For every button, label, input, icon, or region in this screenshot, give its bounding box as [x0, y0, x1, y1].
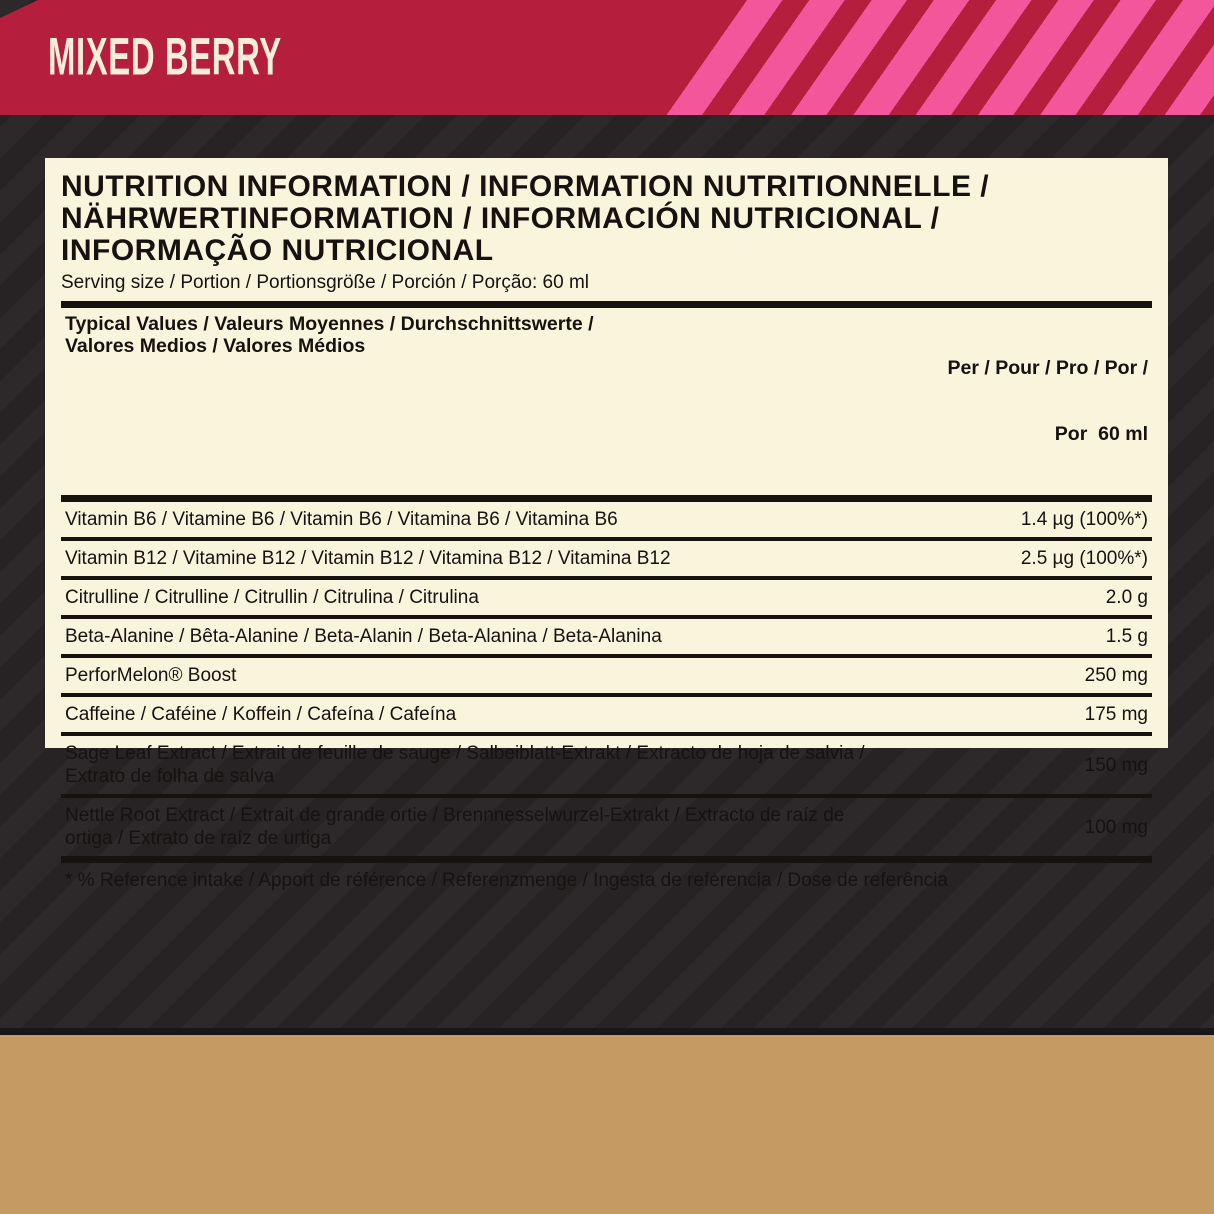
- table-header-left-line-2: Valores Medios / Valores Médios: [65, 335, 366, 357]
- row-name: PerforMelon® Boost: [65, 665, 237, 686]
- table-row: Nettle Root Extract / Extrait de grande …: [61, 798, 1152, 856]
- table-row: Beta-Alanine / Bêta-Alanine / Beta-Alani…: [61, 619, 1152, 658]
- nutrition-table: Typical Values / Valeurs Moyennes / Durc…: [61, 301, 1152, 892]
- banner-diagonal-stripes: [648, 0, 1214, 115]
- row-name: Beta-Alanine / Bêta-Alanine / Beta-Alani…: [65, 626, 662, 647]
- reference-intake-footnote: * % Reference intake / Apport de référen…: [65, 870, 948, 891]
- row-value: 175 mg: [1084, 704, 1148, 725]
- table-row: Vitamin B12 / Vitamine B12 / Vitamin B12…: [61, 541, 1152, 580]
- nutrition-table-rows: Vitamin B6 / Vitamine B6 / Vitamin B6 / …: [61, 502, 1152, 856]
- table-row: Sage Leaf Extract / Extrait de feuille d…: [61, 736, 1152, 798]
- table-row: Caffeine / Caféine / Koffein / Cafeína /…: [61, 697, 1152, 736]
- table-top-bar: [61, 301, 1152, 308]
- row-name: Nettle Root Extract / Extrait de grande …: [65, 805, 845, 849]
- row-value: 1.5 g: [1105, 626, 1148, 647]
- table-header-right: Per / Pour / Pro / Por / Por 60 ml: [948, 313, 1148, 489]
- bottom-tan-band: [0, 1035, 1214, 1214]
- row-value: 250 mg: [1084, 665, 1148, 686]
- row-value: 2.5 µg (100%*): [1020, 548, 1148, 569]
- table-header-right-line-2: Por 60 ml: [1054, 423, 1148, 445]
- row-value: 1.4 µg (100%*): [1020, 509, 1148, 530]
- table-header-right-line-1: Per / Pour / Pro / Por /: [947, 357, 1148, 379]
- row-value: 2.0 g: [1105, 587, 1148, 608]
- row-value: 150 mg: [1084, 754, 1148, 776]
- table-header-row: Typical Values / Valeurs Moyennes / Durc…: [61, 308, 1152, 495]
- row-name: Sage Leaf Extract / Extrait de feuille d…: [65, 743, 865, 787]
- bottom-dark-edge: [0, 1028, 1214, 1035]
- table-header-bottom-bar: [61, 495, 1152, 502]
- panel-title-line-1: NUTRITION INFORMATION / INFORMATION NUTR…: [61, 170, 990, 203]
- panel-title-line-2: NÄHRWERTINFORMATION / INFORMACIÓN NUTRIC…: [61, 202, 940, 235]
- panel-title: NUTRITION INFORMATION / INFORMATION NUTR…: [61, 171, 1152, 267]
- flavor-name: MIXED BERRY: [48, 26, 282, 86]
- table-header-left: Typical Values / Valeurs Moyennes / Durc…: [65, 313, 594, 357]
- row-name: Caffeine / Caféine / Koffein / Cafeína /…: [65, 704, 457, 725]
- flavor-banner: MIXED BERRY: [0, 0, 1214, 115]
- panel-title-line-3: INFORMAÇÃO NUTRICIONAL: [61, 234, 494, 267]
- table-bottom-bar: [61, 856, 1152, 863]
- row-name: Citrulline / Citrulline / Citrullin / Ci…: [65, 587, 479, 608]
- row-value: 100 mg: [1084, 816, 1148, 838]
- table-row: Citrulline / Citrulline / Citrullin / Ci…: [61, 580, 1152, 619]
- table-row: PerforMelon® Boost 250 mg: [61, 658, 1152, 697]
- nutrition-panel: NUTRITION INFORMATION / INFORMATION NUTR…: [45, 158, 1168, 891]
- row-name: Vitamin B6 / Vitamine B6 / Vitamin B6 / …: [65, 509, 618, 530]
- table-row: Vitamin B6 / Vitamine B6 / Vitamin B6 / …: [61, 502, 1152, 541]
- row-name: Vitamin B12 / Vitamine B12 / Vitamin B12…: [65, 548, 671, 569]
- serving-size-line: Serving size / Portion / Portionsgröße /…: [61, 272, 590, 293]
- table-header-left-line-1: Typical Values / Valeurs Moyennes / Durc…: [65, 313, 594, 335]
